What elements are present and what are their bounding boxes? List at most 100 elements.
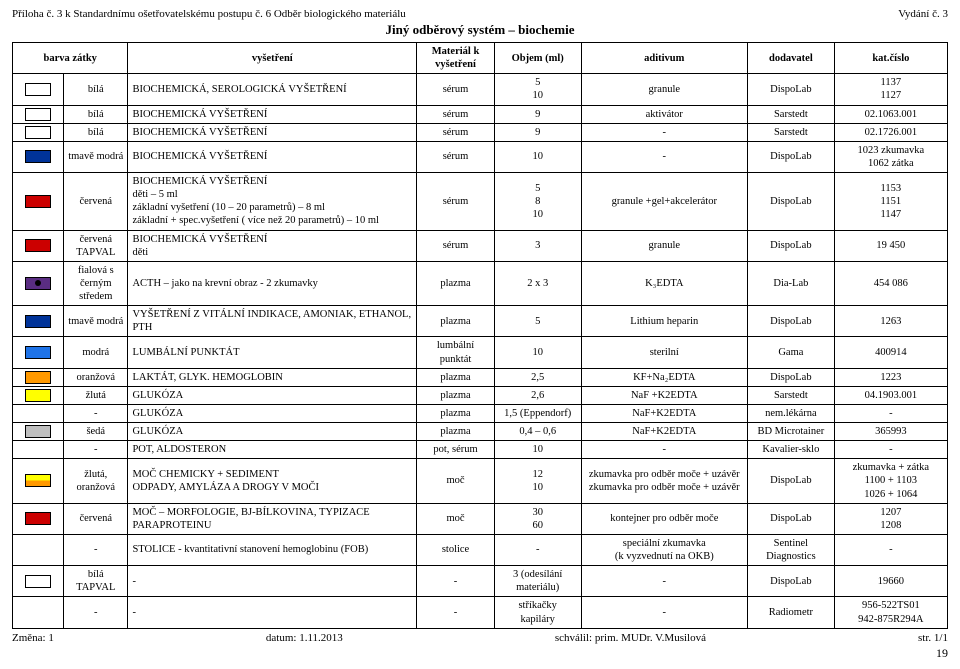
col-cat: kat.číslo [834,43,947,74]
cat-cell: 365993 [834,423,947,441]
col-test: vyšetření [128,43,417,74]
test-name: GLUKÓZA [128,404,417,422]
supplier-cell: Sentinel Diagnostics [748,534,835,565]
color-swatch [25,425,51,438]
color-name: červená [64,503,128,534]
color-name: bílá [64,74,128,105]
cat-cell: 1023 zkumavka1062 zátka [834,141,947,172]
material-cell: sérum [417,123,495,141]
volume-cell: 2,6 [494,386,581,404]
additive-cell: - [581,441,748,459]
cat-cell: 02.1063.001 [834,105,947,123]
volume-cell: 3 [494,230,581,261]
table-row: modráLUMBÁLNÍ PUNKTÁTlumbální punktát10s… [13,337,948,368]
table-row: šedáGLUKÓZAplazma0,4 – 0,6NaF+K2EDTABD M… [13,423,948,441]
page-number: 19 [12,646,948,661]
cat-cell: 11371127 [834,74,947,105]
material-cell: plazma [417,261,495,305]
supplier-cell: Kavalier-sklo [748,441,835,459]
sampling-table: barva zátky vyšetření Materiál k vyšetře… [12,42,948,629]
color-swatch-cell [13,503,64,534]
color-swatch-cell [13,441,64,459]
test-name: BIOCHEMICKÁ VYŠETŘENÍ [128,105,417,123]
color-swatch [25,108,51,121]
color-swatch-cell [13,368,64,386]
additive-cell: NaF+K2EDTA [581,423,748,441]
test-name: GLUKÓZA [128,423,417,441]
additive-cell: granule [581,230,748,261]
cat-cell: - [834,404,947,422]
material-cell: plazma [417,423,495,441]
color-swatch [25,474,51,487]
table-row: červená TAPVALBIOCHEMICKÁ VYŠETŘENÍdětis… [13,230,948,261]
cat-cell: 1223 [834,368,947,386]
supplier-cell: DispoLab [748,306,835,337]
additive-cell: K₃EDTA [581,261,748,305]
color-swatch [25,83,51,96]
color-swatch [25,195,51,208]
supplier-cell: Dia-Lab [748,261,835,305]
volume-cell: 2,5 [494,368,581,386]
supplier-cell: DispoLab [748,230,835,261]
color-name: - [64,597,128,628]
test-name: LUMBÁLNÍ PUNKTÁT [128,337,417,368]
test-name: GLUKÓZA [128,386,417,404]
color-swatch [25,239,51,252]
material-cell: - [417,566,495,597]
table-row: tmavě modráBIOCHEMICKÁ VYŠETŘENÍsérum10-… [13,141,948,172]
test-name: - [128,566,417,597]
cat-cell: 04.1903.001 [834,386,947,404]
volume-cell: 1,5 (Eppendorf) [494,404,581,422]
material-cell: plazma [417,404,495,422]
volume-cell: stříkačkykapiláry [494,597,581,628]
material-cell: plazma [417,368,495,386]
header-right: Vydání č. 3 [898,8,948,20]
test-name: POT, ALDOSTERON [128,441,417,459]
additive-cell: granule [581,74,748,105]
volume-cell: - [494,534,581,565]
additive-cell: - [581,566,748,597]
color-swatch-cell [13,423,64,441]
supplier-cell: Sarstedt [748,386,835,404]
col-color: barva zátky [13,43,128,74]
color-swatch-cell [13,534,64,565]
supplier-cell: nem.lékárna [748,404,835,422]
cat-cell: 115311511147 [834,173,947,231]
volume-cell: 9 [494,105,581,123]
test-name: BIOCHEMICKÁ VYŠETŘENÍ [128,141,417,172]
additive-cell: NaF+K2EDTA [581,404,748,422]
cat-cell: 454 086 [834,261,947,305]
table-row: žlutá, oranžováMOČ CHEMICKY + SEDIMENTOD… [13,459,948,503]
color-swatch [25,575,51,588]
material-cell: plazma [417,386,495,404]
volume-cell: 10 [494,337,581,368]
color-swatch [25,389,51,402]
table-row: bílá TAPVAL--3 (odesílání materiálu)-Dis… [13,566,948,597]
volume-cell: 5 [494,306,581,337]
test-name: ACTH – jako na krevní obraz - 2 zkumavky [128,261,417,305]
volume-cell: 3 (odesílání materiálu) [494,566,581,597]
volume-cell: 5810 [494,173,581,231]
color-name: žlutá [64,386,128,404]
test-name: LAKTÁT, GLYK. HEMOGLOBIN [128,368,417,386]
supplier-cell: DispoLab [748,368,835,386]
color-swatch [25,150,51,163]
color-name: žlutá, oranžová [64,459,128,503]
additive-cell: aktivátor [581,105,748,123]
table-header-row: barva zátky vyšetření Materiál k vyšetře… [13,43,948,74]
material-cell: - [417,597,495,628]
color-name: bílá TAPVAL [64,566,128,597]
cat-cell: 400914 [834,337,947,368]
color-name: bílá [64,123,128,141]
color-name: tmavě modrá [64,306,128,337]
material-cell: lumbální punktát [417,337,495,368]
table-row: bíláBIOCHEMICKÁ VYŠETŘENÍsérum9-Sarstedt… [13,123,948,141]
supplier-cell: Sarstedt [748,105,835,123]
color-swatch-cell [13,74,64,105]
col-volume: Objem (ml) [494,43,581,74]
color-name: červená [64,173,128,231]
additive-cell: Lithium heparin [581,306,748,337]
test-name: - [128,597,417,628]
additive-cell: - [581,141,748,172]
color-swatch [25,346,51,359]
